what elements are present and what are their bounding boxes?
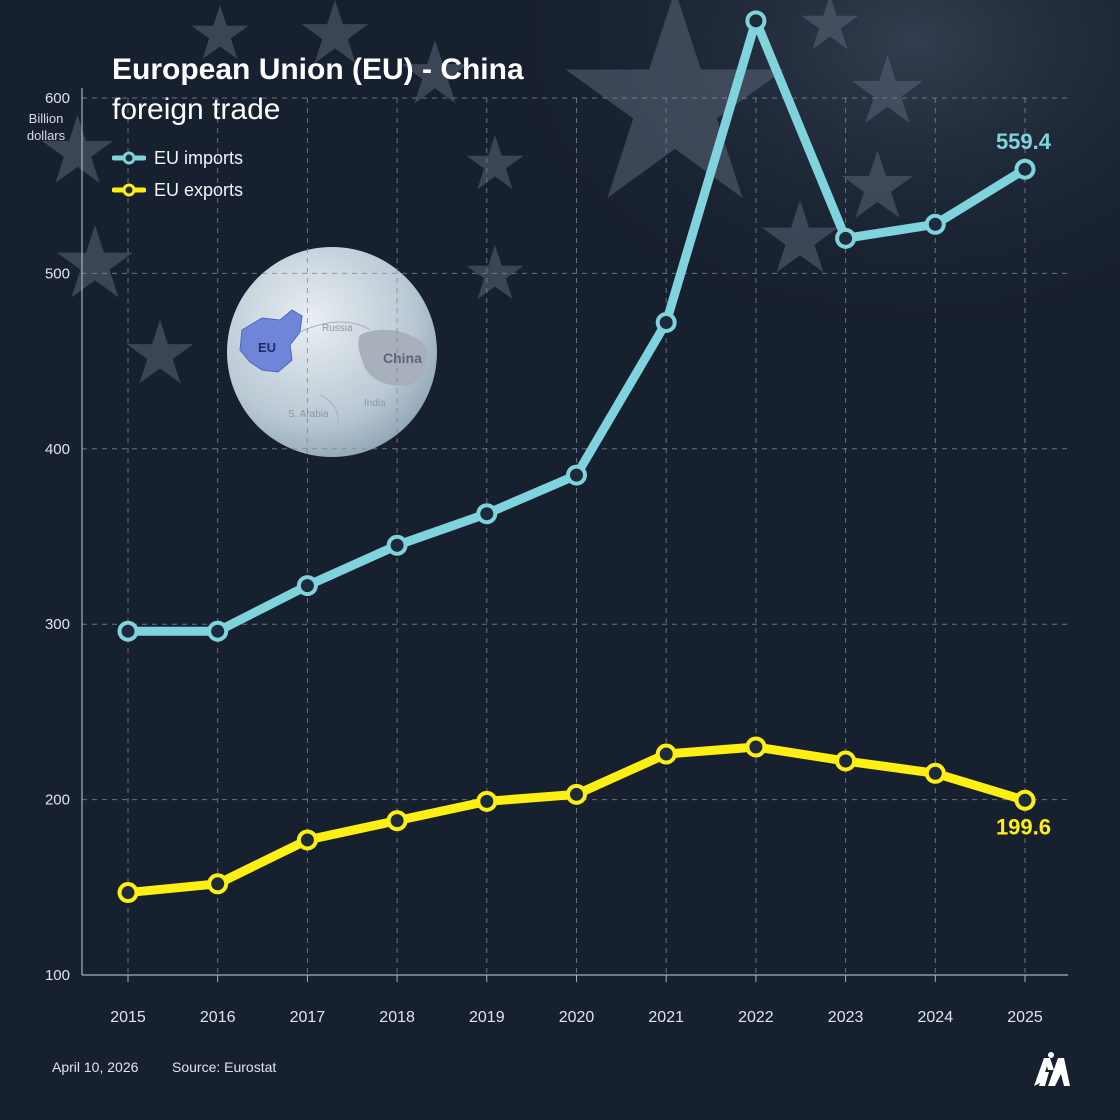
x-tick-label: 2024: [918, 1009, 954, 1026]
x-tick-label: 2021: [648, 1009, 684, 1026]
unit-line-2: dollars: [26, 128, 66, 143]
y-tick-label: 100: [45, 967, 70, 984]
legend-swatch-exports: [112, 183, 146, 197]
title-line-1: European Union (EU) - China: [112, 53, 524, 86]
y-tick-label: 500: [45, 265, 70, 282]
data-point: [476, 790, 498, 812]
data-point: [924, 213, 946, 235]
data-point: [835, 750, 857, 772]
unit-line-1: Billion: [28, 111, 64, 126]
data-point: [117, 620, 139, 642]
globe-map: EU Russia China India S. Arabia: [227, 247, 437, 457]
y-axis-unit: Billion dollars: [20, 110, 72, 144]
x-tick-label: 2020: [559, 1009, 595, 1026]
data-point: [296, 575, 318, 597]
data-point: [207, 620, 229, 642]
legend-swatch-imports: [112, 151, 146, 165]
series: [117, 10, 1036, 904]
data-point: [745, 10, 767, 32]
title-line-2: foreign trade: [112, 93, 281, 126]
globe-label-india: India: [364, 398, 386, 409]
legend-item-imports: EU imports: [112, 142, 243, 174]
x-tick-label: 2016: [200, 1009, 236, 1026]
data-point: [745, 736, 767, 758]
data-point: [835, 227, 857, 249]
globe-label-china: China: [383, 350, 422, 366]
legend-label-imports: EU imports: [154, 147, 244, 168]
data-point: [655, 743, 677, 765]
x-tick-label: 2019: [469, 1009, 505, 1026]
x-tick-label: 2017: [290, 1009, 326, 1026]
data-point: [566, 783, 587, 805]
data-point: [386, 534, 408, 556]
end-value-label: 199.6: [996, 814, 1051, 839]
data-point: [386, 810, 408, 832]
legend-label-exports: EU exports: [154, 179, 244, 200]
data-point: [207, 873, 229, 895]
data-point: [476, 503, 498, 525]
chart-title: European Union (EU) - China foreign trad…: [112, 50, 632, 130]
data-point: [1014, 789, 1036, 811]
data-point: [566, 464, 587, 486]
legend-item-exports: EU exports: [112, 174, 243, 206]
x-tick-label: 2018: [379, 1009, 415, 1026]
x-tick-label: 2015: [110, 1009, 146, 1026]
y-tick-label: 600: [45, 90, 70, 107]
data-point: [296, 829, 318, 851]
x-tick-label: 2025: [1007, 1009, 1043, 1026]
data-point: [1014, 158, 1036, 180]
data-point: [117, 882, 139, 904]
x-tick-label: 2023: [828, 1009, 864, 1026]
publish-date: April 10, 2026: [52, 1059, 139, 1075]
y-tick-label: 400: [45, 441, 70, 458]
source-note: Source: Eurostat: [172, 1059, 277, 1075]
data-point: [924, 762, 946, 784]
legend: EU imports EU exports: [112, 142, 243, 206]
end-value-label: 559.4: [996, 129, 1052, 154]
x-tick-label: 2022: [738, 1009, 774, 1026]
globe-label-saudi: S. Arabia: [288, 409, 329, 420]
y-tick-label: 200: [45, 792, 70, 809]
axes: 100 200 300 400 500 600 2015 2016 2017 2018 2019 20…: [45, 88, 1068, 1026]
data-labels: 559.4 199.6: [996, 129, 1052, 839]
aa-logo-icon: [1034, 1052, 1070, 1086]
globe-label-russia: Russia: [322, 323, 353, 334]
y-tick-label: 300: [45, 616, 70, 633]
globe-label-eu: EU: [258, 340, 276, 355]
data-point: [655, 312, 677, 334]
